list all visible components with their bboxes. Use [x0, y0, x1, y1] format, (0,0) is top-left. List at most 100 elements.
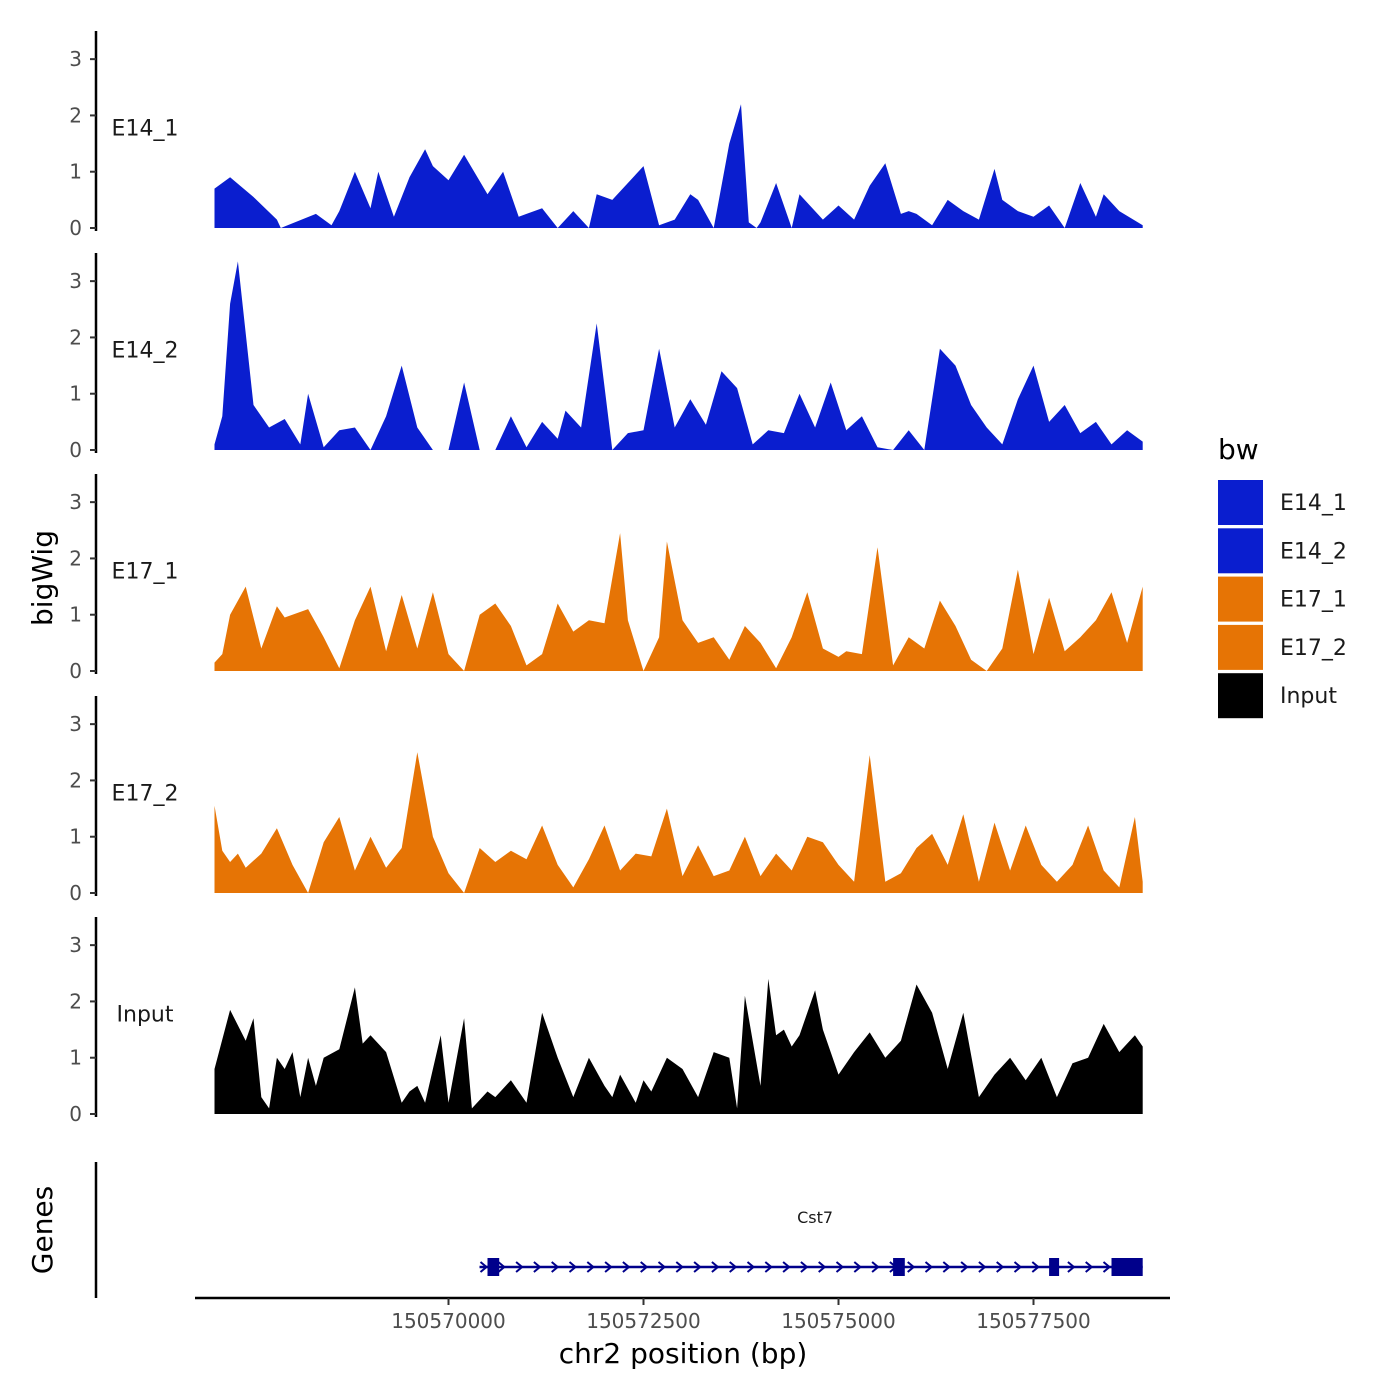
track-label: E17_1	[112, 559, 179, 584]
track-Input: 0 1 2 3 Input	[69, 917, 1143, 1126]
strand-arrow	[746, 1261, 756, 1273]
strand-arrow	[622, 1261, 631, 1273]
legend-items: E14_1 E14_2 E17_1 E17_2 Input	[1218, 480, 1347, 719]
strand-arrow	[907, 1261, 916, 1273]
strand-arrow	[960, 1261, 969, 1273]
y-tick-label: 3	[69, 269, 82, 293]
strand-arrow	[871, 1261, 880, 1273]
track-label: E14_1	[112, 116, 179, 141]
strand-arrow	[479, 1261, 489, 1273]
track-label: E17_2	[112, 781, 179, 806]
x-ticks: 150570000 150572500 150575000 150577500	[391, 1298, 1091, 1333]
strand-arrow	[586, 1261, 595, 1273]
legend-label: E17_2	[1280, 636, 1347, 661]
gene-label: Cst7	[797, 1208, 833, 1227]
x-axis: 150570000 150572500 150575000 150577500 chr…	[195, 1296, 1170, 1370]
strand-arrow	[1085, 1261, 1094, 1273]
strand-arrow	[1067, 1261, 1076, 1273]
y-tick-label: 2	[69, 989, 82, 1013]
y-tick-label: 2	[69, 546, 82, 570]
x-axis-title: chr2 position (bp)	[559, 1337, 808, 1370]
y-tick-label: 1	[69, 382, 82, 406]
strand-arrow	[551, 1261, 560, 1273]
strand-arrow	[853, 1261, 862, 1273]
strand-arrow	[568, 1261, 578, 1273]
legend-swatch	[1218, 528, 1263, 574]
strand-arrow	[942, 1261, 951, 1273]
y-tick-label: 2	[69, 768, 82, 792]
x-tick-label: 150572500	[586, 1309, 701, 1333]
y-tick-label: 2	[69, 325, 82, 349]
y-tick-label: 1	[69, 1046, 82, 1070]
y-tick-label: 3	[69, 47, 82, 71]
legend-swatch	[1218, 480, 1263, 525]
x-tick-label: 150570000	[391, 1309, 506, 1333]
strand-arrow	[1013, 1261, 1023, 1273]
legend-label: E14_2	[1280, 539, 1347, 564]
strand-arrow	[800, 1261, 809, 1273]
strand-arrow	[782, 1261, 791, 1273]
legend-item: E17_2	[1218, 624, 1347, 670]
y-tick-label: 0	[69, 881, 82, 905]
legend-item: Input	[1218, 673, 1337, 719]
gene-exon	[1111, 1258, 1143, 1276]
strand-arrow	[1031, 1261, 1040, 1273]
area-E14_1	[214, 104, 1143, 228]
y-tick-label: 0	[69, 659, 82, 683]
strand-arrow	[675, 1261, 684, 1273]
strand-arrow	[657, 1261, 667, 1273]
strand-arrow	[604, 1261, 613, 1273]
gene-exon	[1049, 1258, 1060, 1276]
legend-item: E17_1	[1218, 576, 1347, 622]
y-tick-label: 3	[69, 712, 82, 736]
y-tick-label: 0	[69, 438, 82, 462]
strand-arrow	[996, 1261, 1005, 1273]
strand-arrow	[533, 1261, 542, 1273]
y-tick-label: 3	[69, 490, 82, 514]
gene-track: Genes Cst7	[26, 1162, 1143, 1298]
strand-arrow	[497, 1261, 506, 1273]
strand-arrow	[693, 1261, 702, 1273]
track-E14_1: 0 1 2 3 E14_1	[69, 31, 1143, 240]
track-E14_2: 0 1 2 3 E14_2	[69, 253, 1143, 462]
strand-arrow	[640, 1261, 649, 1273]
track-label: Input	[117, 1002, 174, 1027]
legend-item: E14_2	[1218, 528, 1347, 574]
area-E17_1	[214, 533, 1143, 671]
legend-label: E14_1	[1280, 491, 1347, 516]
gene-exon	[487, 1258, 500, 1276]
bigwig-tracks: 0 1 2 3 E14_1 0 1 2 3 E14_2 0 1 2 3 E17_1 0 1 2 3 E17_2 0 1 2 3…	[69, 31, 1143, 1126]
legend-item: E14_1	[1218, 480, 1347, 525]
legend-title: bw	[1218, 433, 1259, 466]
legend-swatch	[1218, 576, 1263, 622]
strand-arrow	[711, 1261, 720, 1273]
area-Input	[214, 978, 1143, 1114]
y-tick-label: 0	[69, 216, 82, 240]
strand-arrow	[835, 1261, 845, 1273]
y-tick-label: 3	[69, 933, 82, 957]
legend-swatch	[1218, 624, 1263, 670]
y-tick-label: 1	[69, 160, 82, 184]
area-E17_2	[214, 752, 1143, 893]
strand-arrow	[1102, 1261, 1112, 1273]
strand-arrow	[978, 1261, 987, 1273]
x-tick-label: 150577500	[976, 1309, 1091, 1333]
legend-label: E17_1	[1280, 588, 1347, 613]
track-E17_2: 0 1 2 3 E17_2	[69, 696, 1143, 905]
y-tick-label: 1	[69, 603, 82, 627]
track-label: E14_2	[112, 338, 179, 363]
y-tick-label: 0	[69, 1102, 82, 1126]
strand-arrow	[818, 1261, 827, 1273]
strand-arrow	[729, 1261, 738, 1273]
x-tick-label: 150575000	[781, 1309, 896, 1333]
gene-exon	[893, 1258, 905, 1276]
legend-label: Input	[1280, 684, 1337, 709]
area-E14_2	[214, 261, 1143, 450]
gene-track-title: Genes	[26, 1186, 59, 1274]
track-E17_1: 0 1 2 3 E17_1	[69, 474, 1143, 683]
y-tick-label: 1	[69, 825, 82, 849]
gene-model	[479, 1258, 1143, 1276]
legend-swatch	[1218, 673, 1263, 719]
y-axis-title: bigWig	[26, 530, 59, 626]
